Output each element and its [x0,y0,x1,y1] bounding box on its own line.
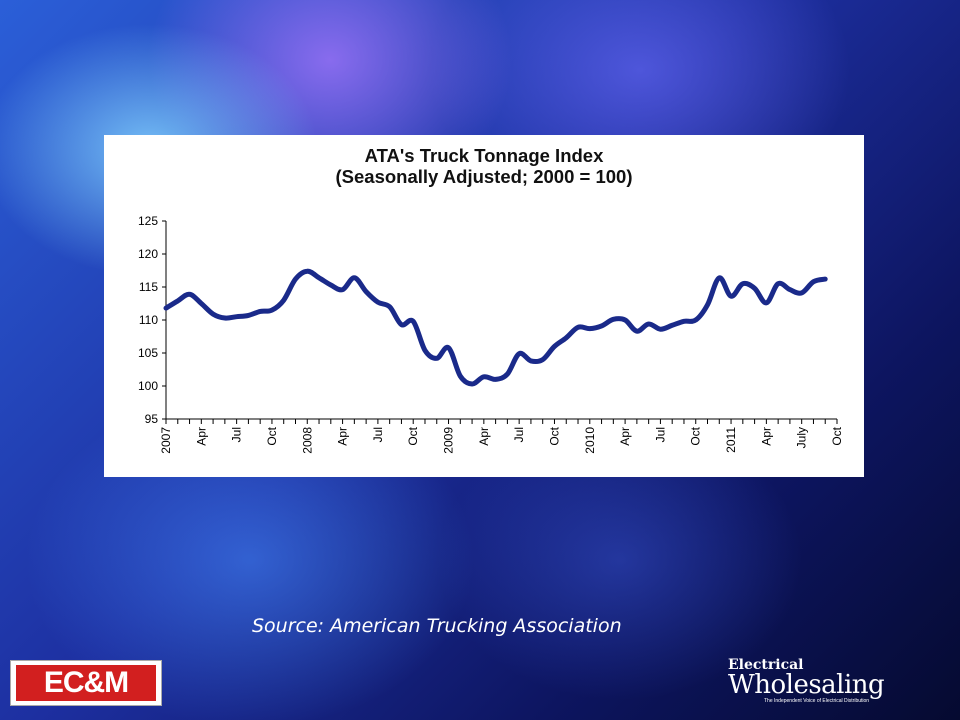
ew-logo-tagline: The Independent Voice of Electrical Dist… [764,698,870,704]
x-tick-label: 2007 [159,427,173,454]
data-point [270,308,274,312]
data-point [494,377,498,381]
data-point [647,322,651,326]
data-point [352,276,356,280]
data-point [682,319,686,323]
line-chart: 95 100 105 110 115 120 125 2007 Apr Jul Oct 2008 Apr… [138,214,844,454]
data-point [246,313,250,317]
x-tick-label: Apr [477,427,491,446]
data-point [788,288,792,292]
y-tick-label: 120 [138,247,158,261]
data-point [294,277,297,281]
x-tick-label: Oct [265,426,279,445]
data-point [505,372,509,376]
data-point [199,302,203,305]
x-tick-label: Oct [830,426,844,445]
data-point [435,356,439,360]
x-tick-label: 2010 [583,427,597,454]
data-point [706,303,709,307]
x-tick-label: July [795,427,809,448]
ew-logo-line-2: Wholesaling [728,670,885,700]
x-tick-label: Oct [547,426,561,445]
data-point [753,286,757,290]
x-tick-label: Oct [406,426,420,445]
data-point [541,358,545,362]
data-point [470,382,474,386]
series-line [163,268,828,387]
x-tick-label: 2008 [300,427,314,454]
data-point [812,280,815,284]
y-tick-label: 95 [145,412,159,426]
data-point [482,375,486,379]
x-tick-label: Jul [371,427,385,442]
data-point [341,288,345,292]
data-point [611,317,615,321]
data-point [447,346,450,350]
data-point [658,327,662,331]
ecm-logo-text: EC&M [16,665,156,701]
data-point [364,290,368,294]
x-tick-label: Apr [618,427,632,446]
data-point [564,336,568,340]
ew-logo-line-1: Electrical [728,657,804,673]
data-point [553,344,556,348]
y-tick-label: 100 [138,379,158,393]
data-point [376,300,380,304]
x-tick-label: Jul [230,427,244,442]
y-tick-label: 125 [138,214,158,228]
data-point [388,305,392,309]
data-point [576,325,580,329]
data-point [164,306,168,310]
y-tick-label: 105 [138,346,158,360]
data-point [399,323,403,327]
chart-title: ATA's Truck Tonnage Index (Seasonally Ad… [104,145,864,187]
source-caption: Source: American Trucking Association [252,615,622,637]
x-tick-label: Apr [759,427,773,446]
x-tick-label: 2011 [724,427,738,453]
data-point [717,276,721,280]
data-point [623,318,627,322]
data-point [458,374,462,378]
data-point [282,298,286,302]
data-point [529,359,533,363]
data-point [211,312,215,316]
x-tick-label: Jul [512,427,526,442]
ecm-logo: EC&M [10,660,162,706]
data-point [741,282,745,286]
data-point [235,315,239,319]
data-point [305,269,309,273]
data-point [329,283,333,287]
chart-title-line-1: ATA's Truck Tonnage Index [364,145,604,166]
data-point [600,324,604,328]
data-point [317,276,321,280]
data-point [776,282,780,286]
data-point [258,309,262,313]
data-point [694,318,698,322]
x-tick-label: Apr [194,427,208,446]
x-tick-label: Oct [689,426,703,445]
data-point [411,319,415,323]
y-tick-label: 115 [139,280,158,294]
data-point [176,299,180,303]
x-tick-label: 2009 [442,427,456,454]
data-point [729,294,733,298]
data-point [823,277,827,281]
x-tick-label: Jul [653,427,667,442]
data-point [670,323,674,327]
chart-panel: ATA's Truck Tonnage Index (Seasonally Ad… [104,135,864,477]
data-point [764,301,768,305]
data-point [517,352,521,356]
data-point [223,316,227,320]
data-point [423,348,427,352]
x-tick-label: Apr [336,427,350,446]
data-point [588,327,592,331]
data-point [800,291,804,295]
electrical-wholesaling-logo: Electrical Wholesaling The Independent V… [728,658,888,708]
data-point [188,292,191,296]
y-tick-label: 110 [139,313,158,327]
data-point [635,329,639,333]
chart-title-line-2: (Seasonally Adjusted; 2000 = 100) [335,166,633,187]
